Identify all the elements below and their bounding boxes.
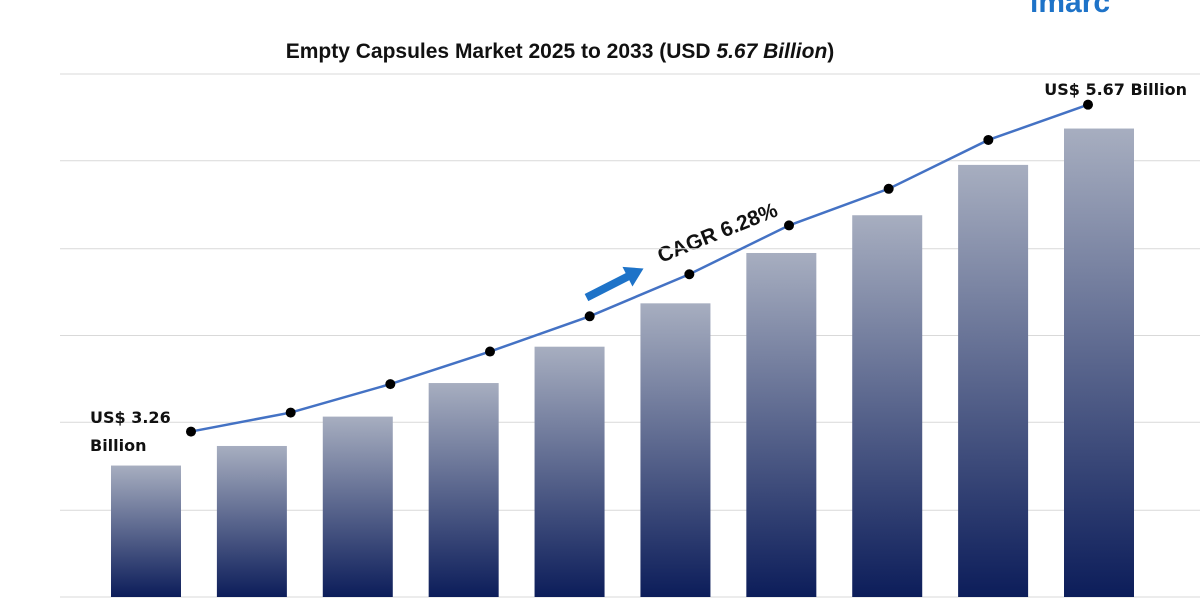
value-label: US$ 5.67 Billion [1044, 80, 1187, 99]
bar [111, 465, 181, 597]
bar [958, 164, 1029, 597]
trend-point [485, 346, 495, 357]
bar [640, 303, 711, 597]
bar [852, 215, 923, 597]
bar [428, 383, 499, 597]
chart-title: Empty Capsules Market 2025 to 2033 (USD … [286, 40, 835, 63]
bar [534, 346, 605, 597]
trend-line [190, 103, 1089, 433]
trend-point [784, 220, 794, 231]
label-line: US$ 3.26 [90, 408, 171, 427]
title-part: 5.67 Billion [716, 40, 827, 63]
logo: imarc [1030, 0, 1110, 19]
trend-point [983, 134, 994, 145]
trend-point [186, 426, 196, 437]
bar [322, 416, 393, 597]
bar [746, 252, 817, 597]
bar [216, 445, 287, 597]
trend-point [584, 311, 595, 322]
title-part: Empty Capsules Market 2025 to 2033 (USD [286, 40, 717, 63]
label-line: Billion [90, 436, 147, 455]
arrow-shape [584, 266, 644, 302]
trend-point [883, 183, 894, 194]
trend-point [285, 407, 296, 418]
value-label: US$ 3.26 Billion [90, 408, 171, 455]
trend-point [1083, 99, 1093, 110]
title-part: ) [827, 40, 834, 63]
cagr-arrow [584, 266, 644, 302]
bar [1064, 128, 1134, 598]
trend-point [385, 379, 396, 390]
trend-point [684, 269, 695, 280]
